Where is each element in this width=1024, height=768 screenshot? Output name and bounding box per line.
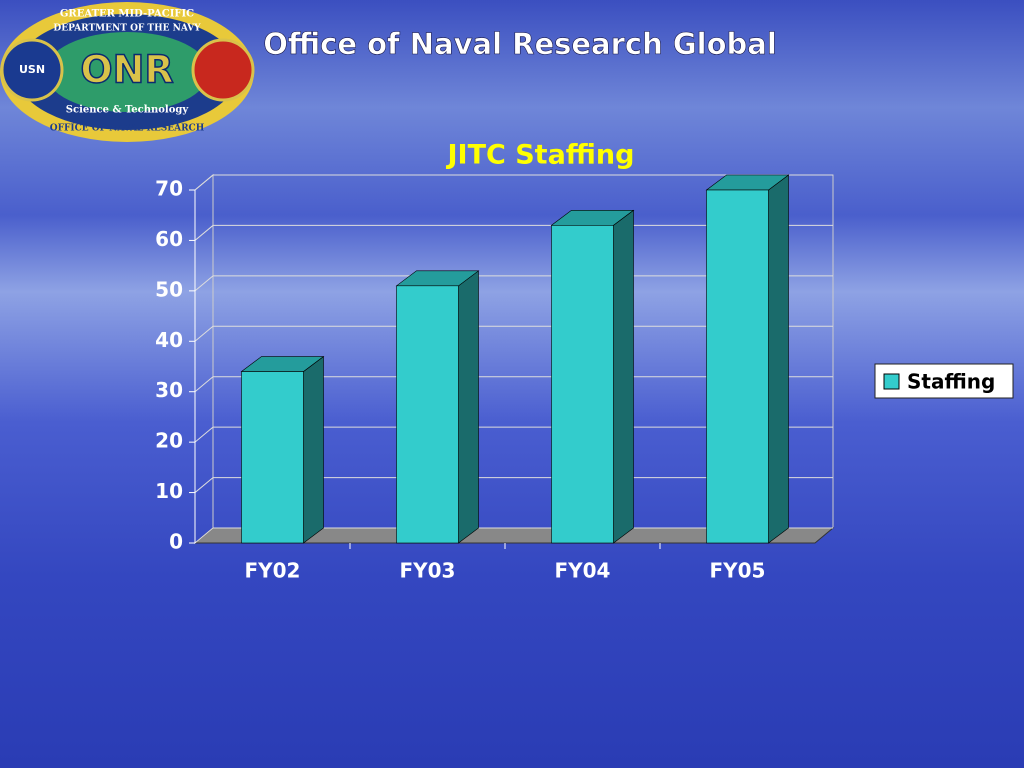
logo: GREATER MID-PACIFIC DEPARTMENT OF THE NA… <box>0 2 255 142</box>
y-tick-label: 40 <box>155 328 183 352</box>
bar-side <box>458 270 479 544</box>
x-tick-label: FY02 <box>245 559 301 583</box>
y-tick-label: 20 <box>155 429 183 453</box>
logo-globe <box>45 32 209 112</box>
logo-ring-text: DEPARTMENT OF THE NAVY <box>53 24 201 34</box>
usn-badge-text: USN <box>19 63 45 76</box>
bar <box>551 225 614 544</box>
y-tick-label: 50 <box>155 277 183 301</box>
y-tick-label: 0 <box>169 530 183 554</box>
bar <box>706 189 769 544</box>
bar <box>396 285 459 544</box>
legend-swatch <box>883 373 900 390</box>
grid-line <box>194 174 833 191</box>
usmc-badge <box>191 38 255 102</box>
logo-bottom-text: OFFICE OF NAVAL RESEARCH <box>50 124 205 134</box>
x-tick-label: FY04 <box>555 559 611 583</box>
x-tick-label: FY03 <box>400 559 456 583</box>
chart-title: JITC Staffing <box>446 140 635 171</box>
logo-middle-text: Science & Technology <box>66 105 190 116</box>
y-tick-label: 60 <box>155 227 183 251</box>
side-wall <box>194 173 214 545</box>
y-tick-label: 70 <box>155 177 183 201</box>
bar-side <box>613 209 634 544</box>
logo-top-text: GREATER MID-PACIFIC <box>60 9 194 20</box>
logo-center-text: ONR <box>80 48 173 92</box>
usn-badge <box>0 38 64 102</box>
x-tick-label: FY05 <box>710 559 766 583</box>
bar <box>241 371 304 544</box>
bar-side <box>768 174 789 544</box>
y-tick-label: 10 <box>155 479 183 503</box>
legend-label: Staffing <box>907 370 995 394</box>
y-tick-label: 30 <box>155 378 183 402</box>
bar-side <box>303 355 324 544</box>
slide-title: Office of Naval Research Global <box>263 27 777 61</box>
